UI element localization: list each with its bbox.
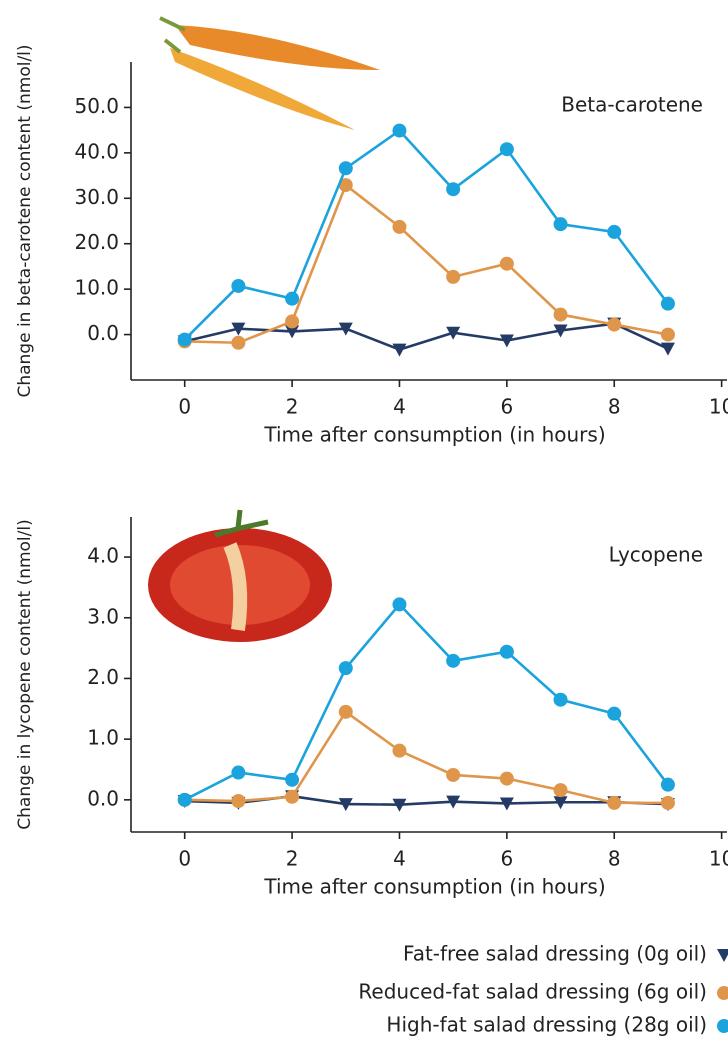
marker [499,771,514,786]
marker [553,783,568,798]
marker [392,743,407,758]
marker [392,597,407,612]
legend-marker [717,949,728,962]
marker [285,772,300,787]
marker [446,269,461,284]
series-line [184,322,669,351]
marker [499,644,514,659]
legend-label: Fat-free salad dressing (0g oil) [403,942,707,966]
x-axis-label: Time after consumption (in hours) [263,875,605,899]
marker [553,217,568,232]
series-line [184,183,669,345]
series-line [184,709,668,805]
x-axis-label: Time after consumption (in hours) [263,423,605,447]
marker [607,706,622,721]
series-line [184,602,669,801]
marker [446,653,461,668]
marker [553,324,568,338]
marker [446,182,461,197]
marker [446,795,461,809]
marker [660,777,675,792]
y-tick-label: 20.0 [74,230,119,254]
y-tick-label: 30.0 [74,185,119,209]
legend-marker [717,1019,728,1033]
marker [446,767,461,782]
chart-title: Lycopene [609,543,703,567]
y-tick-label: 0.0 [87,321,119,345]
y-axis-label: Change in beta-carotene content (nmol/l) [15,44,35,397]
marker [338,661,353,676]
marker [553,307,568,322]
marker [446,326,461,340]
marker [660,327,675,342]
marker [553,796,568,810]
marker [231,278,246,293]
marker [285,789,300,804]
x-tick-label: 8 [608,847,621,871]
tomato-image [148,509,332,642]
legend-label: Reduced-fat salad dressing (6g oil) [358,980,707,1004]
marker [392,219,407,234]
x-tick-label: 2 [286,847,299,871]
marker [177,332,192,347]
y-tick-label: 4.0 [87,544,119,568]
x-tick-label: 0 [178,847,191,871]
chart-title: Beta-carotene [561,93,703,117]
marker [338,798,353,812]
legend-marker [717,986,728,1000]
x-tick-label: 4 [393,847,406,871]
x-tick-label: 10 [709,847,728,871]
x-tick-label: 0 [178,395,191,419]
x-tick-label: 10 [709,395,728,419]
x-tick-label: 2 [286,395,299,419]
marker [499,334,514,348]
marker [553,692,568,707]
series-line [183,128,669,341]
marker [285,325,300,339]
marker [338,161,353,176]
carrot-image [159,16,380,130]
marker [392,343,407,357]
y-axis-label: Change in lycopene content (nmol/l) [15,519,35,829]
marker [392,123,407,138]
marker [177,792,192,807]
marker [338,322,353,336]
marker [231,335,246,350]
y-tick-label: 50.0 [74,94,119,118]
y-tick-label: 1.0 [87,726,119,750]
marker [231,794,246,809]
x-tick-label: 4 [393,395,406,419]
marker [392,798,407,812]
marker [607,795,622,810]
y-tick-label: 0.0 [87,786,119,810]
legend-label: High-fat salad dressing (28g oil) [386,1013,707,1037]
y-tick-label: 3.0 [87,604,119,628]
marker [607,317,622,332]
marker [231,765,246,780]
x-tick-label: 6 [500,847,513,871]
marker [607,224,622,239]
x-tick-label: 8 [608,395,621,419]
marker [338,704,353,719]
y-tick-label: 2.0 [87,665,119,689]
x-tick-label: 6 [500,395,513,419]
marker [499,797,514,811]
marker [660,342,675,356]
marker [231,322,246,336]
marker [499,256,514,271]
y-tick-label: 10.0 [74,276,119,300]
marker [660,795,675,810]
y-tick-label: 40.0 [74,139,119,163]
marker [285,314,300,329]
marker [499,142,514,157]
marker [285,291,300,306]
marker [660,296,675,311]
marker [338,178,353,193]
